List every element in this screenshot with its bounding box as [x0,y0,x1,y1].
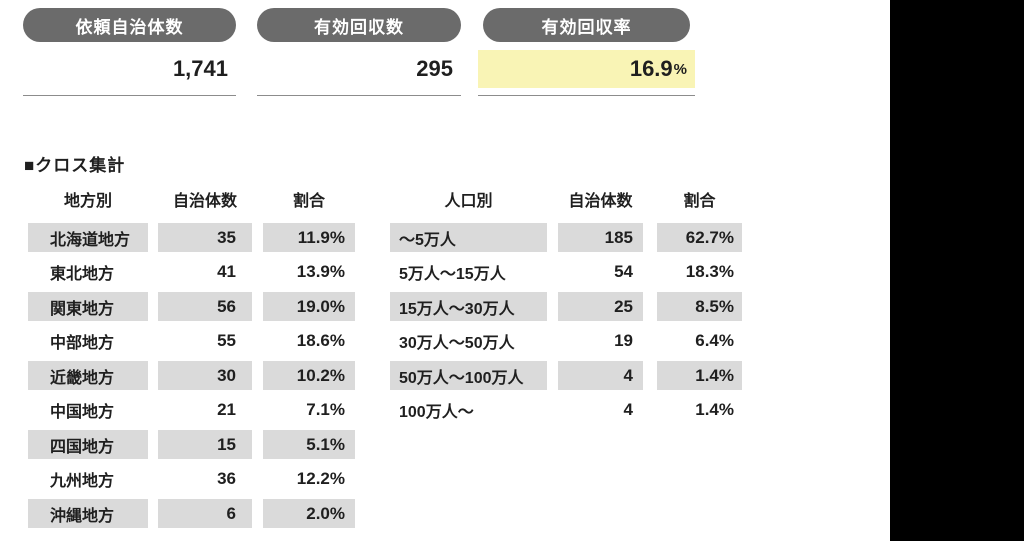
row-count: 21 [217,400,236,419]
table-header-row: 人口別 自治体数 割合 [390,188,742,210]
section-title-cross-tabulation: ■クロス集計 [24,156,126,175]
row-label: 100万人〜 [399,404,474,421]
stat-underline [478,95,695,96]
row-label: 〜5万人 [390,223,547,252]
row-label: 中国地方 [50,404,115,421]
table-row: 近畿地方 30 10.2% [28,361,355,390]
stat-label-pill: 依頼自治体数 [23,8,236,42]
table-header-row: 地方別 自治体数 割合 [28,188,355,210]
row-count: 15 [158,430,252,459]
row-pct: 6.4% [695,331,734,350]
row-count: 35 [158,223,252,252]
row-label: 四国地方 [28,430,148,459]
row-count: 6 [158,499,252,528]
row-label: 中部地方 [50,335,115,352]
stat-value: 1,741 [23,50,236,88]
stat-label: 有効回収数 [314,17,404,37]
stat-label-pill: 有効回収率 [483,8,690,42]
stat-requested-municipalities: 依頼自治体数 1,741 [23,8,236,96]
header-ratio: 割合 [292,193,325,210]
row-count: 185 [558,223,643,252]
header-region: 地方別 [63,193,112,210]
row-pct: 11.9% [263,223,355,252]
row-pct: 2.0% [263,499,355,528]
stat-value-number: 16.9 [629,56,673,81]
row-label: 30万人〜50万人 [399,335,515,352]
row-count: 25 [558,292,643,321]
row-count: 56 [158,292,252,321]
row-label: 関東地方 [28,292,148,321]
table-row: 四国地方 15 5.1% [28,430,355,459]
table-row: 15万人〜30万人 25 8.5% [390,292,742,321]
row-count: 36 [217,469,236,488]
row-count: 55 [217,331,236,350]
stat-underline [257,95,461,96]
stat-value-unit: % [673,60,687,78]
row-pct: 7.1% [306,400,345,419]
header-ratio: 割合 [683,193,716,210]
right-black-mask [890,0,1024,541]
row-label: 近畿地方 [28,361,148,390]
population-table: 人口別 自治体数 割合 〜5万人 185 62.7% 5万人〜15万人 54 1… [390,188,742,430]
row-pct: 18.6% [296,331,345,350]
table-row: 〜5万人 185 62.7% [390,223,742,252]
row-label: 九州地方 [50,473,115,490]
row-count: 30 [158,361,252,390]
stat-label: 有効回収率 [541,17,632,37]
row-pct: 13.9% [296,262,345,281]
stat-value-highlighted: 16.9 % [478,50,695,88]
stat-valid-responses: 有効回収数 295 [257,8,461,96]
stat-underline [23,95,236,96]
row-pct: 18.3% [685,262,734,281]
row-label: 5万人〜15万人 [399,266,506,283]
table-row: 30万人〜50万人 19 6.4% [390,327,742,356]
table-row: 中部地方 55 18.6% [28,327,355,356]
region-table: 地方別 自治体数 割合 北海道地方 35 11.9% 東北地方 41 13.9%… [28,188,355,534]
stat-label: 依頼自治体数 [75,17,184,37]
row-label: 北海道地方 [28,223,148,252]
row-count: 4 [558,361,643,390]
row-count: 54 [614,262,633,281]
header-municipality-count: 自治体数 [568,193,633,210]
row-count: 4 [623,400,633,419]
stat-value-number: 1,741 [172,56,228,81]
row-count: 19 [614,331,633,350]
table-row: 中国地方 21 7.1% [28,396,355,425]
row-pct: 1.4% [695,400,734,419]
header-population: 人口別 [444,193,493,210]
table-row: 50万人〜100万人 4 1.4% [390,361,742,390]
row-pct: 1.4% [657,361,742,390]
row-pct: 19.0% [263,292,355,321]
header-municipality-count: 自治体数 [172,193,237,210]
stat-value: 295 [257,50,461,88]
table-row: 沖縄地方 6 2.0% [28,499,355,528]
row-pct: 12.2% [296,469,345,488]
table-row: 九州地方 36 12.2% [28,465,355,494]
table-row: 関東地方 56 19.0% [28,292,355,321]
row-label: 沖縄地方 [28,499,148,528]
row-pct: 62.7% [657,223,742,252]
table-row: 東北地方 41 13.9% [28,258,355,287]
row-count: 41 [217,262,236,281]
stat-value-number: 295 [416,56,453,81]
stat-label-pill: 有効回収数 [257,8,461,42]
row-label: 50万人〜100万人 [390,361,547,390]
table-row: 5万人〜15万人 54 18.3% [390,258,742,287]
row-label: 東北地方 [50,266,115,283]
row-pct: 10.2% [263,361,355,390]
row-label: 15万人〜30万人 [390,292,547,321]
row-pct: 5.1% [263,430,355,459]
table-row: 北海道地方 35 11.9% [28,223,355,252]
stat-valid-response-rate: 有効回収率 16.9 % [478,8,695,96]
row-pct: 8.5% [657,292,742,321]
table-row: 100万人〜 4 1.4% [390,396,742,425]
